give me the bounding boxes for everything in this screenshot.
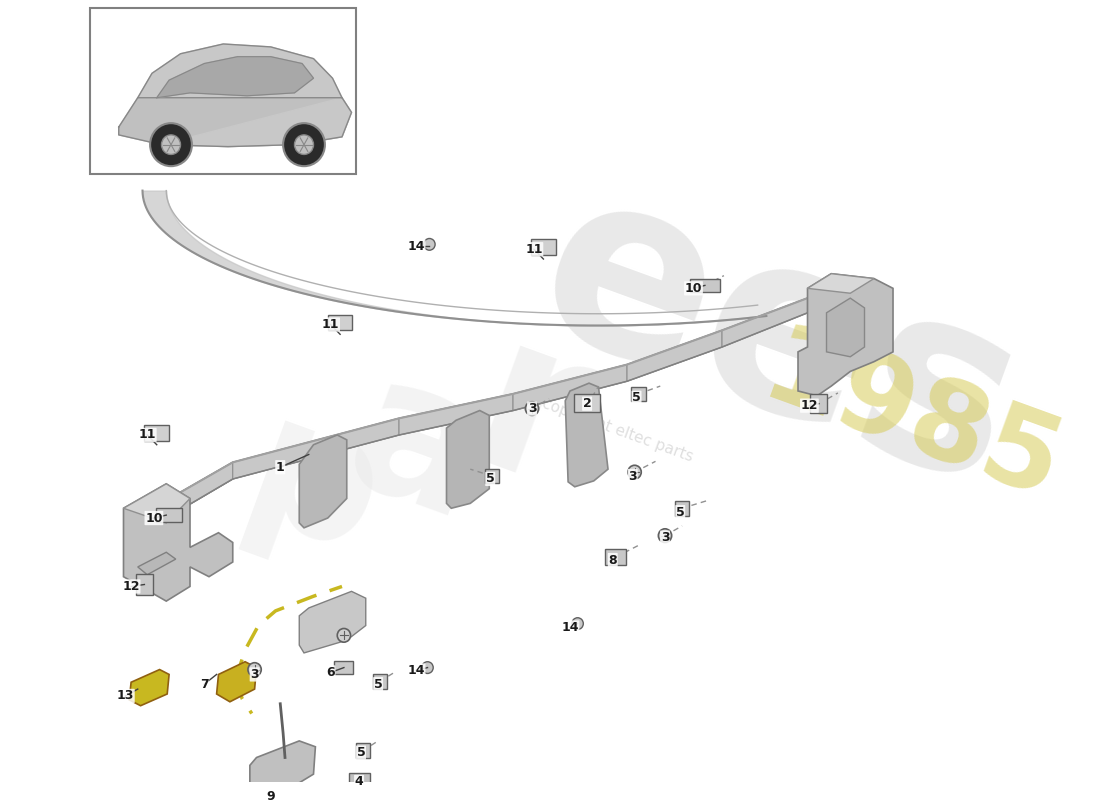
Text: 3: 3 [251, 668, 258, 681]
Text: 5: 5 [632, 391, 641, 404]
Text: 5: 5 [374, 678, 383, 690]
Circle shape [162, 135, 180, 154]
Circle shape [248, 662, 262, 676]
Circle shape [628, 466, 641, 479]
Polygon shape [299, 435, 346, 528]
Text: 5: 5 [675, 506, 684, 518]
Bar [349, 773, 370, 787]
Text: 11: 11 [322, 318, 340, 331]
Bar [90, 8, 356, 174]
Bar [531, 239, 556, 255]
Polygon shape [138, 44, 352, 146]
Polygon shape [299, 591, 366, 653]
Polygon shape [138, 552, 176, 574]
Text: 8: 8 [608, 554, 617, 566]
Polygon shape [157, 57, 314, 98]
Bar [355, 743, 370, 758]
Text: 5: 5 [486, 473, 495, 486]
Polygon shape [129, 670, 169, 706]
Polygon shape [250, 741, 316, 799]
Bar [675, 501, 690, 515]
Text: 14: 14 [561, 621, 579, 634]
Text: 9: 9 [266, 790, 275, 800]
Circle shape [572, 618, 583, 630]
Text: 6: 6 [327, 666, 334, 679]
Bar [485, 469, 499, 483]
Text: 3: 3 [628, 470, 637, 482]
Bar [690, 278, 721, 292]
Bar [574, 394, 601, 411]
Circle shape [295, 135, 313, 154]
Polygon shape [166, 462, 233, 518]
Bar [144, 425, 169, 441]
Bar [334, 661, 353, 674]
Bar [328, 314, 352, 330]
Polygon shape [565, 383, 608, 486]
Text: 7: 7 [200, 678, 209, 690]
Bar [136, 574, 153, 595]
Text: 14: 14 [407, 664, 425, 677]
Circle shape [421, 662, 433, 674]
Text: a: a [324, 339, 512, 560]
Text: p: p [222, 384, 405, 594]
Polygon shape [166, 283, 832, 518]
Polygon shape [233, 418, 399, 479]
Circle shape [659, 529, 672, 542]
Text: 12: 12 [122, 580, 140, 593]
Text: 2: 2 [583, 397, 592, 410]
Circle shape [283, 123, 324, 166]
Bar [373, 674, 387, 689]
Text: 10: 10 [685, 282, 702, 295]
Circle shape [338, 629, 351, 642]
Text: 11: 11 [525, 242, 542, 256]
Circle shape [424, 238, 436, 250]
Text: 1985: 1985 [748, 317, 1076, 523]
Text: 13: 13 [117, 690, 134, 702]
Polygon shape [217, 662, 256, 702]
Text: 4: 4 [354, 775, 363, 789]
Polygon shape [513, 365, 627, 410]
Text: 3: 3 [528, 402, 537, 415]
Polygon shape [123, 484, 190, 523]
Text: 5: 5 [356, 746, 365, 759]
Bar [631, 386, 646, 402]
Text: 10: 10 [145, 511, 163, 525]
Polygon shape [447, 410, 490, 508]
Polygon shape [807, 283, 832, 313]
Polygon shape [826, 298, 865, 357]
Circle shape [150, 123, 191, 166]
Bar [811, 394, 827, 414]
Text: copyright eltec parts: copyright eltec parts [540, 396, 695, 465]
Bar [156, 508, 183, 522]
Polygon shape [627, 330, 722, 382]
Polygon shape [166, 462, 233, 518]
Polygon shape [399, 394, 513, 435]
Text: 1: 1 [276, 461, 285, 474]
Text: 14: 14 [407, 240, 425, 253]
Polygon shape [119, 98, 352, 146]
Circle shape [526, 402, 539, 415]
Text: 3: 3 [661, 531, 669, 544]
Text: ees: ees [508, 145, 1049, 539]
Bar [605, 550, 626, 565]
Polygon shape [807, 274, 874, 294]
Polygon shape [123, 484, 233, 601]
Polygon shape [798, 274, 893, 396]
Text: 12: 12 [801, 399, 818, 412]
Text: r: r [444, 301, 620, 539]
Text: 11: 11 [139, 429, 156, 442]
Polygon shape [722, 298, 807, 347]
